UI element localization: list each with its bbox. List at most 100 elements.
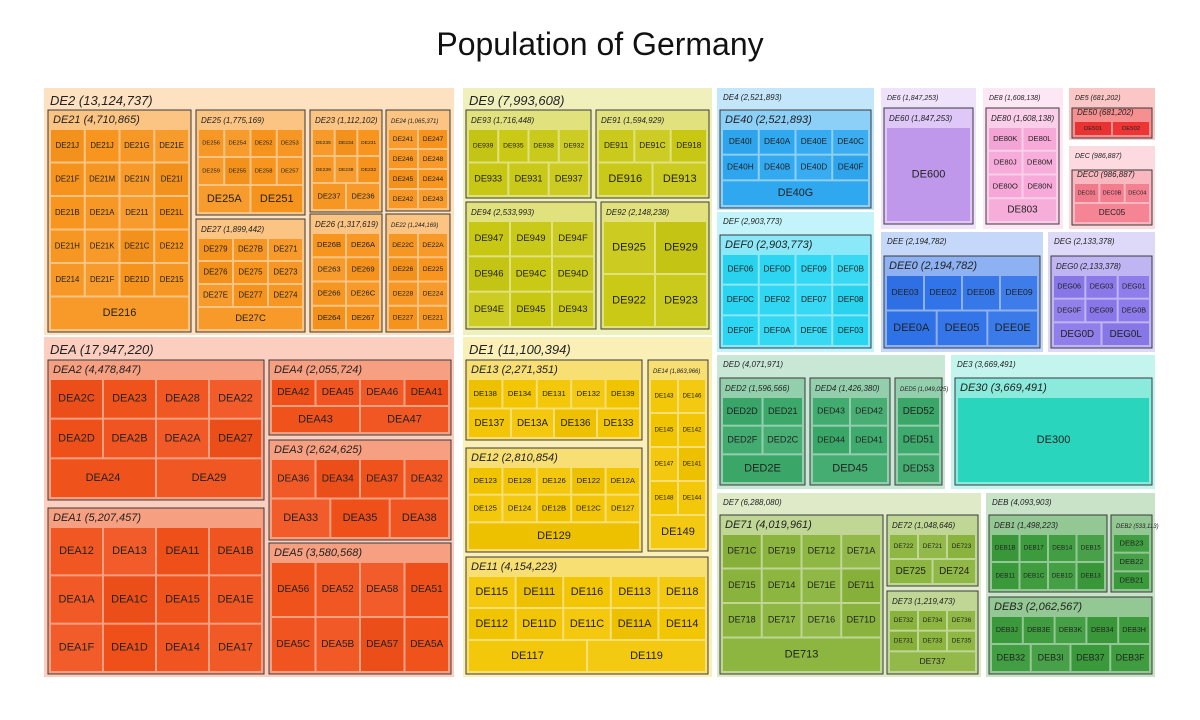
leaf-label: DE25A [207,193,243,205]
leaf-label: DE300 [1037,434,1071,446]
leaf-cell [347,184,379,209]
leaf-label: DEE0B [967,287,995,297]
leaf-label: DE237 [317,192,340,201]
leaf-cell [723,155,758,180]
region-label: DEE (2,194,782) [887,237,947,246]
leaf-label: DE80N [1027,181,1052,190]
leaf-label: DEB1C [1023,573,1044,580]
leaf-cell [469,130,498,162]
leaf-label: DED51 [903,435,935,446]
leaf-cell [389,150,417,168]
leaf-cell [537,495,571,522]
region-dee: DEE (2,194,782)DEE0 (2,194,782)DEE03 DEE0… [881,232,1043,352]
leaf-label: DEA1F [59,642,95,654]
leaf-label: DE939 [473,143,494,150]
leaf-label: DE21L [160,208,185,217]
leaf-cell [842,535,880,568]
leaf-cell [1054,323,1101,345]
leaf-cell [635,130,670,162]
leaf-cell [469,523,639,549]
leaf-cell [898,455,939,482]
subregion-de14: DE14 (1,863,966) DE143 DE146 DE145 DE142 DE14… [647,359,709,552]
leaf-label: DE133 [604,418,635,429]
leaf-label: DE91C [639,141,665,150]
leaf-cell [361,407,448,432]
leaf-cell [796,130,832,154]
leaf-cell [796,255,832,284]
leaf-cell [1075,184,1099,202]
subregion-ded4: DED4 (1,426,380) DED43 DED42 DED44 DED41 DED4… [809,377,891,486]
leaf-label: DEB3K [1059,626,1083,634]
leaf-cell [958,398,1149,482]
leaf-cell [833,155,868,180]
leaf-label: DE251 [260,193,294,205]
leaf-cell [51,130,84,162]
leaf-label: DE40H [727,162,754,172]
leaf-cell [1020,535,1047,561]
subregion-de25: DE25 (1,775,169) DE256 DE254 DE252 DE253 DE25… [195,109,306,216]
leaf-cell [933,560,975,583]
leaf-label: DE243 [423,196,444,203]
leaf-label: DE719 [768,546,796,556]
leaf-cell [511,257,551,291]
leaf-cell [405,618,448,671]
leaf-cell [155,197,188,229]
leaf-label: DE725 [896,566,927,577]
leaf-label: DE264 [317,313,340,322]
leaf-label: DEA58 [366,584,398,595]
leaf-label: DE214 [55,275,80,284]
leaf-cell [1023,151,1056,174]
leaf-label: DE937 [555,174,583,184]
leaf-label: DEB3H [1122,626,1146,634]
leaf-cell [313,234,345,257]
leaf-label: DE80O [993,181,1018,190]
leaf-cell [611,609,658,639]
leaf-cell [588,641,705,671]
leaf-cell [251,186,302,212]
leaf-cell [553,292,593,326]
leaf-label: DEB3I [1038,652,1064,662]
region-deg: DEG (2,133,378)DEG0 (2,133,378)DEG06 DEG0… [1048,232,1155,352]
leaf-cell [199,239,232,260]
leaf-label: DEF07 [801,294,827,304]
leaf-label: DE21B [55,208,80,217]
leaf-label: DE26C [351,289,376,298]
leaf-cell [419,258,447,281]
leaf-cell [833,255,868,284]
subregion-de21: DE21 (4,710,865) DE21J DE21J DE21G DE21E DE21… [47,109,192,333]
subregion-label: DE24 (1,065,371) [391,119,438,125]
subregion-label: DEC0 (986,887) [1077,170,1135,179]
leaf-cell [537,380,571,408]
leaf-label: DEA38 [402,512,437,524]
leaf-label: DE731 [894,638,914,645]
leaf-cell [51,230,84,262]
leaf-cell [389,234,417,257]
leaf-label: DEC05 [1099,208,1126,217]
leaf-label: DE134 [508,389,532,398]
leaf-label: DE212 [160,241,184,250]
leaf-label: DED41 [855,434,883,444]
leaf-label: DE21J [56,141,80,150]
leaf-label: DEA5A [410,639,443,650]
subregion-label: DE40 (2,521,893) [725,114,812,126]
leaf-label: DE263 [317,264,340,273]
leaf-label: DEF0D [764,264,791,274]
leaf-cell [313,306,345,329]
subregion-de24: DE24 (1,065,371) DE241 DE247 DE246 DE248 DE24… [385,109,451,212]
leaf-label: DEA42 [277,387,309,398]
subregion-label: DEB2 (533,113) [1116,524,1159,530]
subregion-label: DE25 (1,775,169) [201,116,264,125]
leaf-label: DEB14 [1052,545,1072,552]
leaf-cell [723,426,762,454]
leaf-cell [1118,299,1149,322]
leaf-cell [553,257,593,291]
leaf-cell [157,576,208,623]
leaf-label: DE242 [393,196,414,203]
leaf-label: DE125 [473,504,497,513]
leaf-cell [919,631,946,651]
leaf-label: DEA29 [192,472,227,484]
leaf-label: DEA28 [165,393,200,405]
leaf-label: DE26B [317,240,341,249]
subregion-def0: DEF0 (2,903,773) DEF06 DEF0D DEF09 DEF0B DEF0… [719,234,872,349]
